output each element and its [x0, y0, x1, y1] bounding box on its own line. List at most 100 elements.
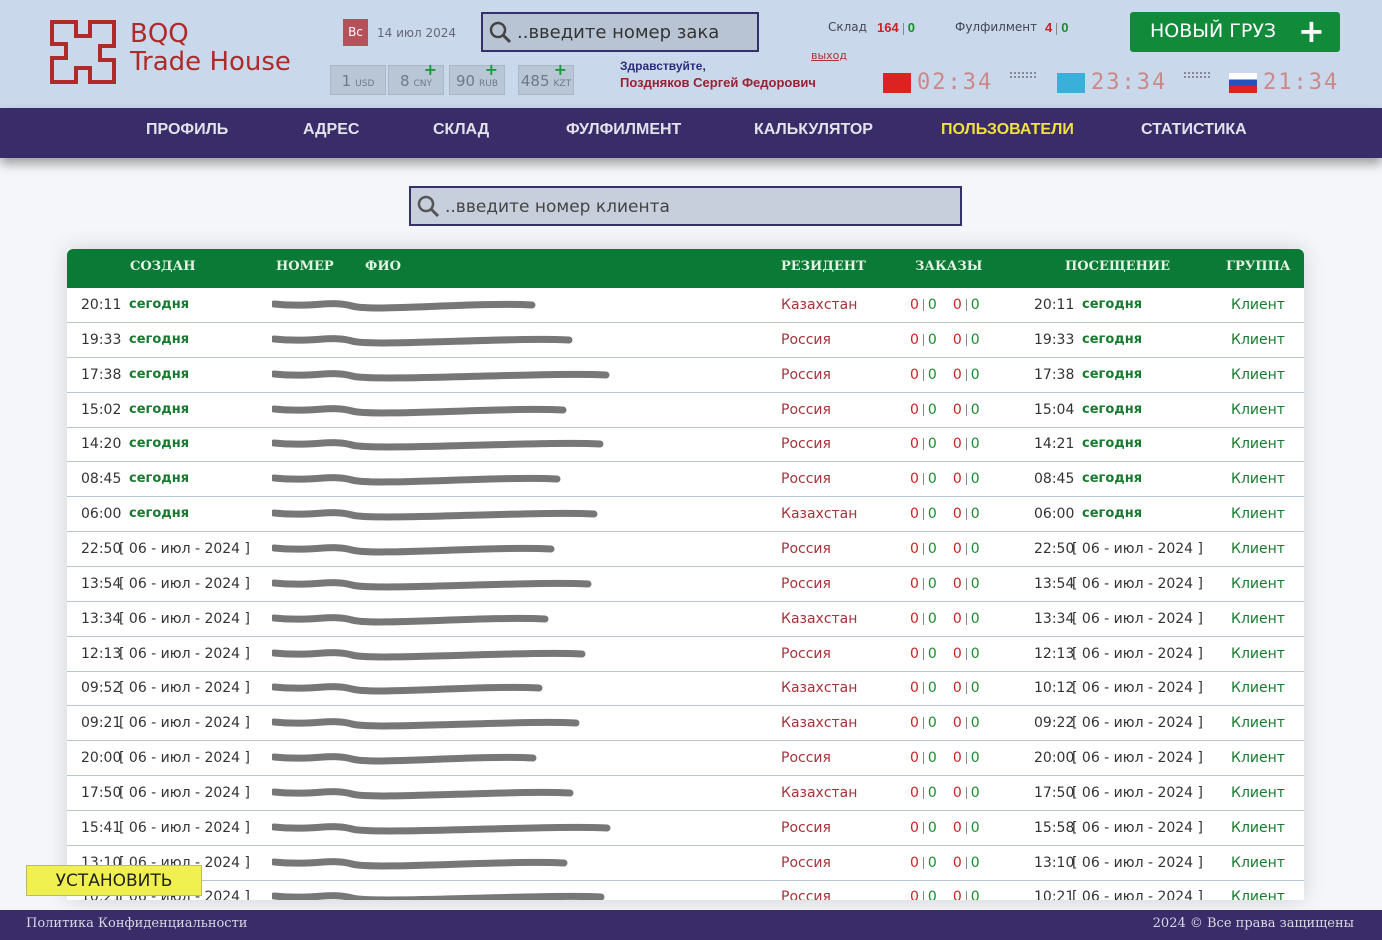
install-button[interactable]: УСТАНОВИТЬ	[26, 865, 202, 896]
fulfillment-count: 4	[1045, 20, 1053, 35]
order-count: 0	[970, 297, 980, 313]
redacted-scribble	[272, 683, 543, 695]
visit-date: [ 06 - июл - 2024 ]	[1072, 645, 1204, 662]
order-count: 0	[927, 854, 937, 871]
table-row[interactable]: 13:34[ 06 - июл - 2024 ] Казахстан 0 0 0 0 13:…	[67, 602, 1304, 637]
resident: Россия	[781, 401, 831, 418]
redacted-scribble	[272, 369, 610, 382]
client-search[interactable]: ..введите номер клиента	[409, 186, 962, 226]
order-count: 0	[910, 471, 919, 488]
resident: Казахстан	[781, 680, 858, 697]
separator	[965, 438, 967, 451]
order-count: 0	[970, 750, 980, 767]
table-row[interactable]: 19:33 сегодня Россия 0 0 0 0 19:33 сегодня Клиент	[67, 323, 1304, 358]
table-row[interactable]: 09:21[ 06 - июл - 2024 ] Казахстан 0 0 0 0 09:…	[67, 706, 1304, 742]
resident: Казахстан	[781, 784, 858, 801]
visit-time: 15:04	[1034, 401, 1075, 418]
visit-date: [ 06 - июл - 2024 ]	[1072, 715, 1204, 732]
visit-date: [ 06 - июл - 2024 ]	[1072, 784, 1204, 801]
visit-date: [ 06 - июл - 2024 ]	[1072, 750, 1204, 767]
rate-value: 8	[399, 72, 410, 90]
table-row[interactable]: 20:11 сегодня Казахстан 0 0 0 0 20:11 сегодня Кли…	[67, 288, 1304, 323]
separator	[922, 577, 924, 590]
logo-line: BQQ	[130, 19, 189, 49]
order-count: 0	[927, 750, 937, 767]
resident: Казахстан	[781, 506, 858, 523]
created-date: [ 06 - июл - 2024 ]	[119, 680, 251, 697]
redacted-scribble	[272, 857, 568, 870]
resident: Россия	[781, 819, 831, 836]
order-count: 0	[910, 575, 919, 592]
separator	[922, 368, 924, 381]
arrow-icon	[1010, 72, 1036, 78]
day-badge: Вс	[343, 19, 368, 46]
table-row[interactable]: 13:10[ 06 - июл - 2024 ] Россия 0 0 0 0 13:10[…	[67, 846, 1304, 881]
visit-date: [ 06 - июл - 2024 ]	[1072, 610, 1204, 627]
table-row[interactable]: 17:50[ 06 - июл - 2024 ] Казахстан 0 0 0 0 17:…	[67, 776, 1304, 811]
order-count: 0	[970, 645, 980, 662]
resident: Россия	[781, 645, 831, 662]
table-row[interactable]: 14:20 сегодня Россия 0 0 0 0 14:21 сегодня Клиент	[67, 427, 1304, 463]
privacy-link[interactable]: Политика Конфиденциальности	[26, 916, 248, 931]
group: Клиент	[1231, 784, 1285, 801]
order-count: 0	[970, 506, 980, 523]
visit-date: сегодня	[1082, 401, 1143, 417]
created-time: 08:45	[81, 471, 122, 488]
new-cargo-button[interactable]: НОВЫЙ ГРУЗ +	[1130, 12, 1340, 52]
currency-rate: 1 USD	[330, 65, 386, 95]
nav-item[interactable]: АДРЕС	[303, 121, 360, 138]
table-row[interactable]: 09:52[ 06 - июл - 2024 ] Казахстан 0 0 0 0 10:…	[67, 671, 1304, 707]
fulfillment-label: Фулфилмент	[955, 20, 1038, 34]
order-count: 0	[952, 715, 962, 732]
nav-item[interactable]: ПОЛЬЗОВАТЕЛИ	[941, 121, 1074, 138]
resident: Россия	[781, 471, 831, 488]
table-row[interactable]: 13:54[ 06 - июл - 2024 ] Россия 0 0 0 0 13:54[…	[67, 567, 1304, 602]
separator	[922, 752, 924, 765]
table-row[interactable]: 08:45 сегодня Россия 0 0 0 0 08:45 сегодня Клиент	[67, 462, 1304, 498]
nav-item[interactable]: ФУЛФИЛМЕНТ	[566, 121, 682, 138]
created-time: 06:00	[81, 506, 122, 523]
table-row[interactable]: 17:38 сегодня Россия 0 0 0 0 17:38 сегодня Клиент	[67, 358, 1304, 393]
created-date: [ 06 - июл - 2024 ]	[119, 610, 251, 627]
nav-item[interactable]: КАЛЬКУЛЯТОР	[754, 121, 873, 138]
nav-item[interactable]: ПРОФИЛЬ	[146, 121, 229, 138]
order-count: 0	[910, 540, 919, 557]
nav-item[interactable]: СКЛАД	[433, 121, 490, 138]
table-row[interactable]: 12:13[ 06 - июл - 2024 ] Россия 0 0 0 0 12:13[…	[67, 637, 1304, 672]
table-row[interactable]: 15:02 сегодня Россия 0 0 0 0 15:04 сегодня Клиент	[67, 393, 1304, 428]
logout-link[interactable]: выход	[811, 49, 848, 62]
button-label: НОВЫЙ ГРУЗ	[1150, 20, 1277, 42]
order-count: 0	[910, 366, 919, 383]
group: Клиент	[1231, 366, 1285, 383]
order-count: 0	[970, 784, 980, 801]
table-row[interactable]: 06:00 сегодня Казахстан 0 0 0 0 06:00 сегодня Кли…	[67, 497, 1304, 533]
created-time: 15:02	[81, 401, 122, 418]
nav-item[interactable]: СТАТИСТИКА	[1141, 121, 1247, 138]
redacted-scribble	[272, 544, 555, 556]
order-count: 0	[952, 784, 962, 801]
separator	[922, 438, 924, 451]
created-date: сегодня	[129, 401, 190, 417]
currency-rate: 90 RUB +	[449, 60, 505, 95]
redacted-scribble	[272, 579, 592, 591]
visit-time: 15:58	[1034, 819, 1075, 836]
separator	[965, 542, 967, 555]
order-search[interactable]: ..введите номер зака	[481, 12, 759, 52]
table-row[interactable]: 20:00[ 06 - июл - 2024 ] Россия 0 0 0 0 20:00[…	[67, 741, 1304, 777]
created-time: 09:21	[81, 715, 122, 732]
redacted-scribble	[272, 892, 605, 900]
table-row[interactable]: 10:21[ 06 - июл - 2024 ]Россия000010:21[…	[67, 880, 1304, 900]
fulfillment-count: 0	[1061, 20, 1069, 35]
visit-date: сегодня	[1082, 506, 1143, 522]
search-icon	[417, 195, 440, 218]
date: 14 июл 2024	[377, 26, 457, 40]
table-row[interactable]: 22:50[ 06 - июл - 2024 ] Россия 0 0 0 0 22:50[…	[67, 532, 1304, 567]
table-row[interactable]: 15:41[ 06 - июл - 2024 ] Россия 0 0 0 0 15:58[…	[67, 811, 1304, 846]
order-count: 0	[970, 401, 980, 418]
order-count: 0	[952, 645, 962, 662]
